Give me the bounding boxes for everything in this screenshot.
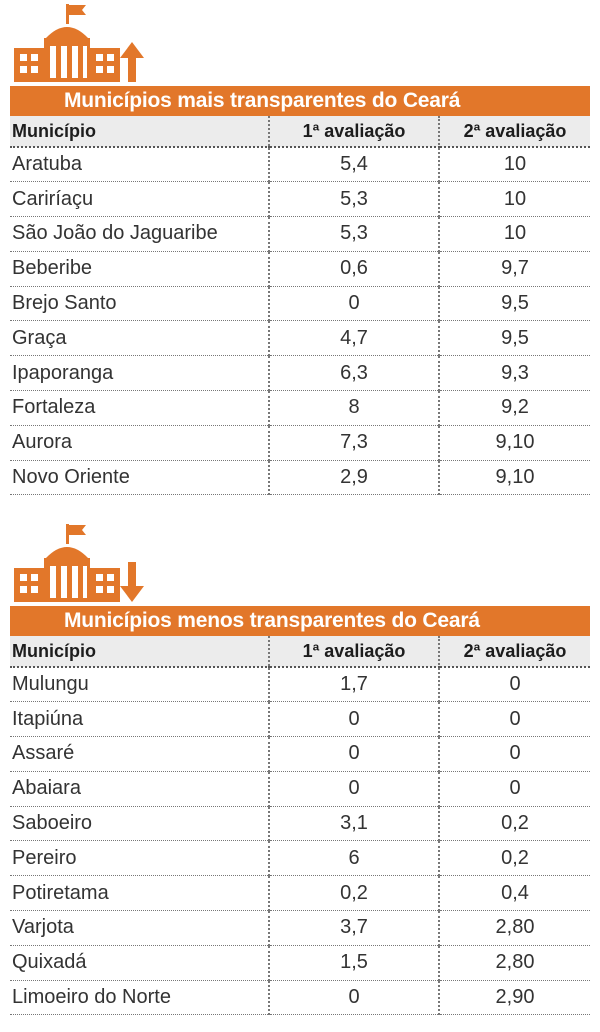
table-row: Itapiúna 0 0 xyxy=(10,701,590,738)
municipality-name: Quixadá xyxy=(10,945,269,981)
table-row: Cariríaçu 5,3 10 xyxy=(10,181,590,218)
second-evaluation-value: 0,2 xyxy=(439,806,590,842)
second-evaluation-value: 2,80 xyxy=(439,910,590,946)
most-transparent-table: Município 1ª avaliação 2ª avaliação Arat… xyxy=(10,116,590,496)
municipality-name: Itapiúna xyxy=(10,701,269,738)
column-header-municipio: Município xyxy=(10,116,269,148)
municipality-name: Aurora xyxy=(10,425,269,461)
table-row: Varjota 3,7 2,80 xyxy=(10,910,590,946)
column-header-first-evaluation: 1ª avaliação xyxy=(268,636,440,668)
first-evaluation-value: 0 xyxy=(268,980,440,1016)
first-evaluation-value: 6 xyxy=(268,840,440,877)
first-evaluation-value: 4,7 xyxy=(268,320,440,357)
second-evaluation-value: 0 xyxy=(439,736,590,772)
second-evaluation-value: 9,5 xyxy=(439,286,590,322)
first-evaluation-value: 6,3 xyxy=(268,355,440,392)
table-row: São João do Jaguaribe 5,3 10 xyxy=(10,216,590,252)
first-evaluation-value: 5,3 xyxy=(268,216,440,252)
municipality-name: Pereiro xyxy=(10,840,269,877)
table-row: Novo Oriente 2,9 9,10 xyxy=(10,460,590,496)
second-evaluation-value: 2,80 xyxy=(439,945,590,981)
municipality-name: Fortaleza xyxy=(10,390,269,426)
municipality-name: Novo Oriente xyxy=(10,460,269,496)
municipality-name: Graça xyxy=(10,320,269,357)
municipality-name: Brejo Santo xyxy=(10,286,269,322)
first-evaluation-value: 1,5 xyxy=(268,945,440,981)
second-evaluation-value: 2,90 xyxy=(439,980,590,1016)
second-evaluation-value: 9,7 xyxy=(439,251,590,287)
table-row: Abaiara 0 0 xyxy=(10,771,590,807)
table-row: Limoeiro do Norte 0 2,90 xyxy=(10,980,590,1016)
table-row: Ipaporanga 6,3 9,3 xyxy=(10,355,590,392)
second-evaluation-value: 9,3 xyxy=(439,355,590,392)
municipality-name: Abaiara xyxy=(10,771,269,807)
table-row: Fortaleza 8 9,2 xyxy=(10,390,590,426)
municipality-name: Ipaporanga xyxy=(10,355,269,392)
table-row: Brejo Santo 0 9,5 xyxy=(10,286,590,322)
table-row: Beberibe 0,6 9,7 xyxy=(10,251,590,287)
least-transparent-section: Municípios menos transparentes do Ceará … xyxy=(10,524,590,1016)
municipality-name: Assaré xyxy=(10,736,269,772)
first-evaluation-value: 5,3 xyxy=(268,181,440,218)
first-evaluation-value: 8 xyxy=(268,390,440,426)
table-row: Mulungu 1,7 0 xyxy=(10,667,590,703)
second-evaluation-value: 10 xyxy=(439,216,590,252)
table-row: Assaré 0 0 xyxy=(10,736,590,772)
building-up-arrow-icon xyxy=(10,4,590,86)
least-transparent-table: Município 1ª avaliação 2ª avaliação Mulu… xyxy=(10,636,590,1016)
first-evaluation-value: 0,2 xyxy=(268,875,440,912)
building-down-arrow-icon xyxy=(10,524,590,606)
municipality-name: Saboeiro xyxy=(10,806,269,842)
municipality-name: Beberibe xyxy=(10,251,269,287)
second-evaluation-value: 0 xyxy=(439,771,590,807)
most-transparent-section: Municípios mais transparentes do Ceará M… xyxy=(10,4,590,496)
table-header-row: Município 1ª avaliação 2ª avaliação xyxy=(10,116,590,148)
municipality-name: Limoeiro do Norte xyxy=(10,980,269,1016)
first-evaluation-value: 2,9 xyxy=(268,460,440,496)
section-title: Municípios mais transparentes do Ceará xyxy=(10,86,590,116)
municipality-name: Mulungu xyxy=(10,667,269,703)
second-evaluation-value: 9,10 xyxy=(439,425,590,461)
second-evaluation-value: 0 xyxy=(439,701,590,738)
first-evaluation-value: 0,6 xyxy=(268,251,440,287)
first-evaluation-value: 0 xyxy=(268,736,440,772)
column-header-second-evaluation: 2ª avaliação xyxy=(439,636,590,668)
second-evaluation-value: 9,2 xyxy=(439,390,590,426)
municipality-name: Potiretama xyxy=(10,875,269,912)
column-header-first-evaluation: 1ª avaliação xyxy=(268,116,440,148)
table-row: Aurora 7,3 9,10 xyxy=(10,425,590,461)
section-title: Municípios menos transparentes do Ceará xyxy=(10,606,590,636)
first-evaluation-value: 7,3 xyxy=(268,425,440,461)
table-row: Saboeiro 3,1 0,2 xyxy=(10,806,590,842)
table-row: Aratuba 5,4 10 xyxy=(10,147,590,183)
table-row: Graça 4,7 9,5 xyxy=(10,320,590,357)
first-evaluation-value: 0 xyxy=(268,701,440,738)
municipality-name: São João do Jaguaribe xyxy=(10,216,269,252)
municipality-name: Aratuba xyxy=(10,147,269,183)
second-evaluation-value: 10 xyxy=(439,147,590,183)
first-evaluation-value: 0 xyxy=(268,286,440,322)
second-evaluation-value: 0,4 xyxy=(439,875,590,912)
first-evaluation-value: 3,7 xyxy=(268,910,440,946)
municipality-name: Varjota xyxy=(10,910,269,946)
first-evaluation-value: 5,4 xyxy=(268,147,440,183)
column-header-municipio: Município xyxy=(10,636,269,668)
first-evaluation-value: 0 xyxy=(268,771,440,807)
second-evaluation-value: 9,10 xyxy=(439,460,590,496)
table-row: Quixadá 1,5 2,80 xyxy=(10,945,590,981)
municipality-name: Cariríaçu xyxy=(10,181,269,218)
second-evaluation-value: 10 xyxy=(439,181,590,218)
first-evaluation-value: 1,7 xyxy=(268,667,440,703)
table-row: Pereiro 6 0,2 xyxy=(10,840,590,877)
second-evaluation-value: 9,5 xyxy=(439,320,590,357)
second-evaluation-value: 0 xyxy=(439,667,590,703)
second-evaluation-value: 0,2 xyxy=(439,840,590,877)
first-evaluation-value: 3,1 xyxy=(268,806,440,842)
table-row: Potiretama 0,2 0,4 xyxy=(10,875,590,912)
column-header-second-evaluation: 2ª avaliação xyxy=(439,116,590,148)
table-header-row: Município 1ª avaliação 2ª avaliação xyxy=(10,636,590,668)
